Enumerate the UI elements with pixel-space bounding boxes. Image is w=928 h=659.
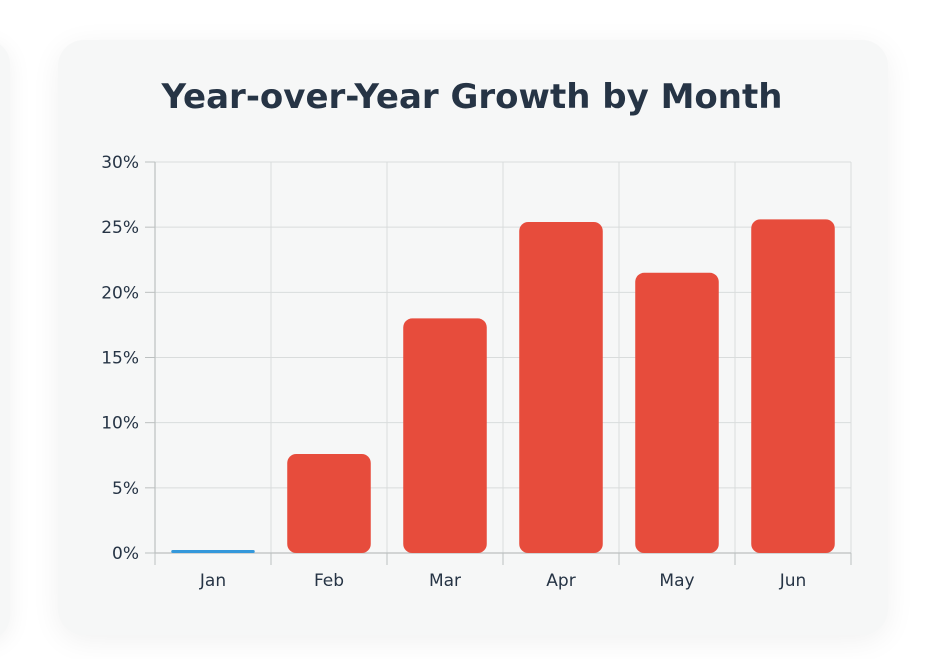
chart-title: Year-over-Year Growth by Month	[161, 77, 783, 117]
y-tick-label: 25%	[101, 218, 139, 238]
grid-layer	[154, 161, 852, 554]
bar	[171, 550, 255, 553]
x-tick-label: Jan	[199, 571, 226, 591]
y-tick-label: 15%	[101, 349, 139, 369]
x-tick-label: Apr	[546, 571, 575, 591]
bar	[751, 219, 835, 553]
x-tick-label: May	[659, 571, 694, 591]
y-tick-label: 0%	[112, 544, 139, 564]
bar-layer	[171, 219, 835, 553]
bar	[635, 272, 719, 553]
y-tick-label: 5%	[112, 479, 139, 499]
x-tick-label: Feb	[314, 571, 344, 591]
x-tick-label: Mar	[429, 571, 461, 591]
x-tick-label: Jun	[779, 571, 807, 591]
bar	[287, 453, 371, 553]
bar	[403, 318, 487, 553]
adjacent-card-edge	[0, 40, 10, 640]
label-layer: 0% 5% 10% 15% 20% 25% 30% Jan Feb Mar Apr May Jun	[101, 153, 806, 591]
bar	[519, 221, 603, 553]
y-tick-label: 30%	[101, 153, 139, 173]
y-tick-label: 10%	[101, 414, 139, 434]
axis-layer	[145, 161, 852, 565]
y-tick-label: 20%	[101, 283, 139, 303]
